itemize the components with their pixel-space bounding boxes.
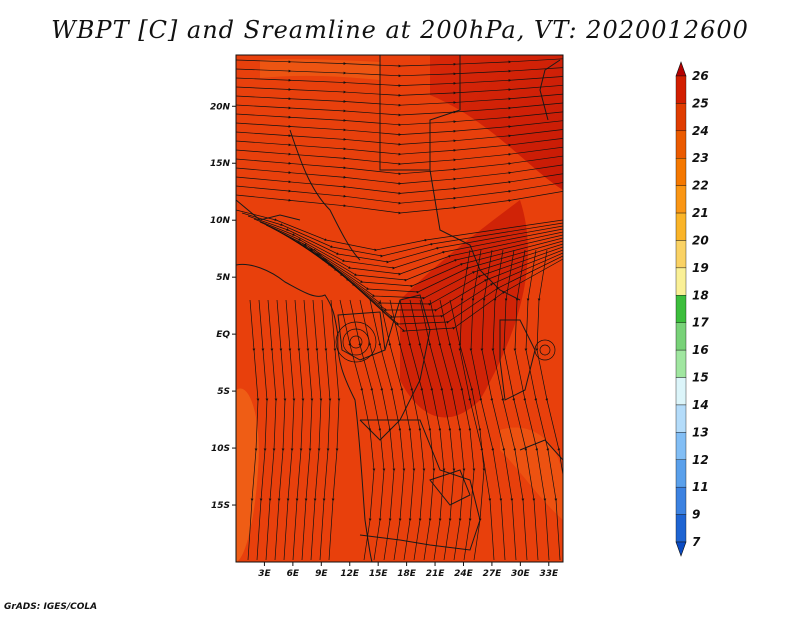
streamline	[236, 67, 563, 78]
colorbar-top-arrow	[675, 61, 687, 77]
lat-tick-label: 5N	[216, 273, 230, 283]
lon-tick-label: 9E	[315, 569, 328, 579]
lon-tick-label: 30E	[511, 569, 531, 579]
streamline	[274, 299, 287, 561]
colorbar-label: 12	[692, 453, 709, 467]
lon-tick-label: 33E	[539, 569, 559, 579]
vortex-ring	[335, 321, 377, 363]
colorbar-segment	[675, 514, 687, 543]
lon-tick-label: 15E	[369, 569, 389, 579]
colorbar-label: 23	[692, 151, 709, 165]
lat-tick-label: 10N	[210, 216, 231, 226]
streamline	[236, 84, 563, 97]
streamline	[236, 58, 563, 68]
streamline	[236, 111, 563, 127]
grads-credit: GrADS: IGES/COLA	[4, 602, 98, 612]
streamlines	[236, 58, 563, 561]
streamline	[283, 299, 296, 561]
colorbar-label: 16	[692, 343, 709, 357]
streamline	[328, 299, 341, 561]
colorbar-label: 11	[692, 480, 709, 494]
vortex-ring	[534, 339, 556, 361]
lon-tick-label: 27E	[483, 569, 503, 579]
streamline	[310, 299, 323, 561]
streamline	[247, 299, 260, 561]
colorbar-segment	[675, 75, 687, 104]
colorbar-label: 19	[692, 261, 709, 275]
colorbar-label: 20	[692, 233, 709, 247]
colorbar-label: 9	[692, 508, 700, 522]
colorbar-label: 22	[692, 179, 709, 193]
streamline	[256, 299, 269, 561]
lon-tick-label: 24E	[454, 569, 474, 579]
colorbar-label: 18	[692, 288, 709, 302]
colorbar-segment	[675, 486, 687, 515]
country-border	[236, 199, 301, 221]
streamline	[301, 299, 314, 561]
vortex-ring	[539, 344, 551, 356]
colorbar-label: 24	[692, 124, 709, 138]
colorbar-label: 14	[692, 398, 709, 412]
streamline	[319, 299, 332, 561]
colorbar-segment	[675, 267, 687, 296]
lon-tick-label: 18E	[397, 569, 417, 579]
map-plot-area	[236, 55, 563, 562]
streamline	[535, 249, 563, 502]
colorbar-label: 17	[692, 316, 709, 330]
lat-tick-label: 15N	[210, 159, 231, 169]
colorbar-label: 15	[692, 371, 709, 385]
colorbar-segment	[675, 212, 687, 241]
colorbar-segment	[675, 103, 687, 132]
colorbar-label: 26	[692, 69, 709, 83]
lat-tick-label: 20N	[210, 102, 231, 112]
lon-tick-label: 3E	[258, 569, 271, 579]
vortex-ring	[342, 328, 370, 356]
colorbar-segment	[675, 158, 687, 186]
map-frame	[235, 54, 564, 563]
streamline	[236, 102, 563, 117]
colorbar-segment	[675, 322, 687, 351]
colorbar-segment	[675, 459, 687, 488]
lat-tick-label: 15S	[211, 501, 230, 511]
colorbar-bottom-arrow	[675, 541, 687, 557]
latitude-axis: 20N 15N 10N 5N EQ 5S 10S 15S	[210, 102, 236, 511]
colorbar-label: 13	[692, 425, 709, 439]
lat-tick-label: EQ	[216, 330, 230, 340]
streamline	[292, 299, 305, 561]
colorbar-segment	[675, 349, 687, 378]
colorbar-segment	[675, 377, 687, 406]
colorbar-label: 25	[692, 96, 709, 110]
chart-title: WBPT [C] and Sreamline at 200hPa, VT: 20…	[51, 16, 749, 44]
colorbar-segment	[675, 432, 687, 460]
lat-tick-label: 10S	[211, 444, 230, 454]
vortex-ring	[349, 335, 363, 349]
streamline	[236, 191, 563, 215]
colorbar-segment	[675, 295, 687, 323]
colorbar-label: 7	[692, 535, 701, 549]
colorbar-segment	[675, 404, 687, 433]
lon-tick-label: 12E	[340, 569, 360, 579]
longitude-axis: 3E 6E 9E 12E 15E 18E 21E 24E 27E 30E 33E	[258, 562, 559, 579]
streamline	[265, 299, 278, 561]
lat-tick-label: 5S	[217, 387, 230, 397]
lon-tick-label: 6E	[287, 569, 300, 579]
lon-tick-label: 21E	[426, 569, 446, 579]
streamline	[313, 248, 563, 332]
colorbar-segment	[675, 240, 687, 269]
colorbar-segment	[675, 185, 687, 214]
streamline	[236, 93, 563, 107]
streamline	[236, 76, 563, 87]
colorbar-label: 21	[692, 206, 709, 220]
colorbar: 26 25 24 23 22 21 20 19 18 17 16 15 14 13 12 11 9 7	[675, 61, 709, 557]
colorbar-segment	[675, 130, 687, 159]
